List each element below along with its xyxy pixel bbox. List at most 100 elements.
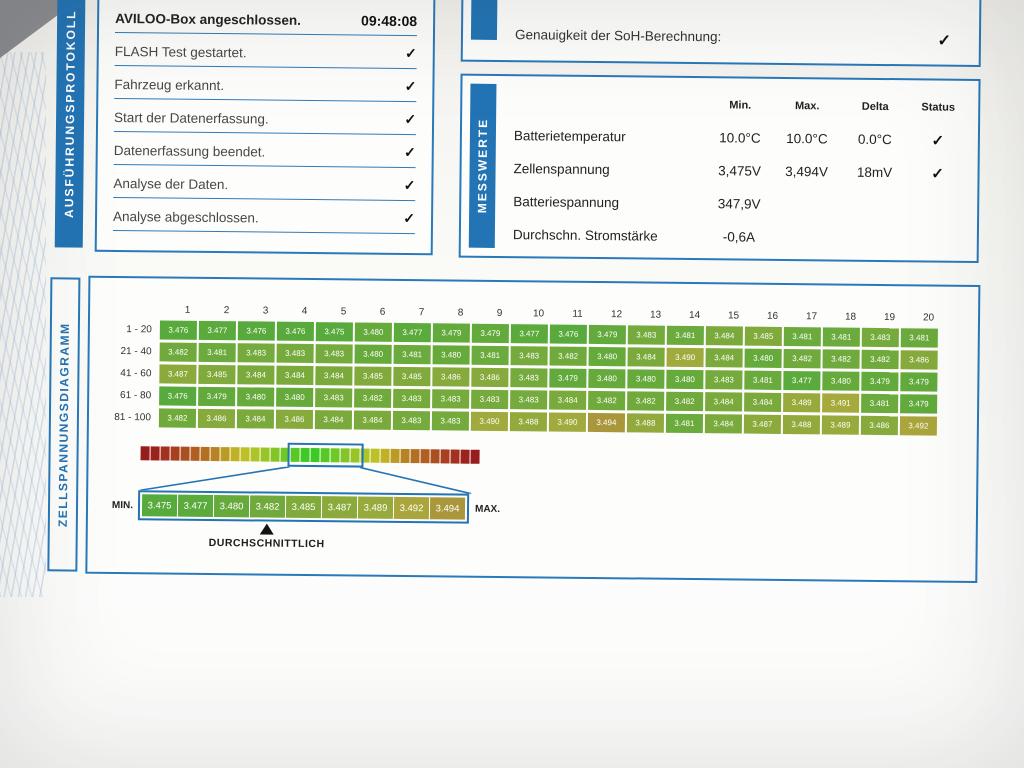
heatmap-column-header: 1 — [184, 304, 191, 316]
average-marker-icon — [259, 523, 274, 535]
heatmap-cell: 3.484 — [549, 390, 587, 410]
heatmap-cell: 3.479 — [549, 368, 587, 388]
heatmap-column-header: 10 — [532, 308, 545, 320]
heatmap-cell: 3.483 — [431, 411, 470, 431]
voltage-scale-cell: 3.477 — [177, 494, 214, 518]
voltage-scale-cells: 3.475 3.477 3.480 3.482 3.485 3.487 3.489 3.492… — [137, 490, 470, 524]
heatmap-cell: 3.488 — [626, 413, 665, 433]
heatmap-column-header: 14 — [688, 309, 701, 322]
heatmap-cell: 3.486 — [471, 367, 509, 388]
heatmap-cell: 3.484 — [744, 392, 782, 412]
execution-protocol-box: AVILOO-Box angeschlossen. 09:48:08 FLASH T… — [94, 0, 436, 256]
heatmap-row-label: 81 - 100 — [114, 411, 152, 424]
heatmap-cell: 3.483 — [393, 388, 431, 409]
heatmap-cell: 3.485 — [393, 366, 431, 387]
section-bar-zellspannungsdiagramm: ZELLSPANNUNGSDIAGRAMM — [47, 277, 81, 572]
messwerte-box: MESSWERTE Min. Max. Delta Status Batterietem… — [458, 73, 981, 264]
heatmap-column-header: 4 — [301, 305, 308, 317]
heatmap-cell: 3.475 — [315, 322, 353, 342]
color-scale-segment — [180, 446, 190, 461]
heatmap-column-header: 6 — [379, 306, 386, 318]
heatmap-cell: 3.476 — [276, 321, 314, 342]
heatmap-cell: 3.484 — [705, 348, 743, 368]
protocol-row: Datenerfassung beendet. ✓ — [113, 131, 416, 169]
heatmap-column-header: 17 — [805, 311, 818, 323]
messwerte-delta-value: 0.0°C — [857, 131, 892, 148]
messwerte-delta-value: 18mV — [856, 164, 893, 181]
check-icon: ✓ — [931, 165, 944, 183]
heatmap-cell: 3.480 — [276, 387, 314, 408]
heatmap-cell: 3.483 — [627, 325, 665, 345]
heatmap-cell: 3.484 — [353, 410, 392, 430]
color-scale-segment — [260, 447, 270, 462]
messwerte-min-value: -0,6A — [722, 229, 756, 245]
color-scale-segment — [470, 449, 480, 464]
heatmap-row-label: 61 - 80 — [119, 390, 152, 402]
messwerte-row-label: Batteriespannung — [513, 194, 620, 211]
check-icon: ✓ — [403, 176, 416, 194]
section-label-messwerte: MESSWERTE — [475, 118, 491, 214]
heatmap-cell: 3.480 — [744, 348, 782, 368]
heatmap-column-header: 16 — [766, 310, 779, 322]
heatmap-cell: 3.477 — [198, 320, 236, 341]
color-scale-segment — [380, 448, 390, 463]
messwerte-header: Status — [921, 100, 956, 114]
heatmap-cell: 3.481 — [198, 342, 236, 363]
heatmap-cell: 3.488 — [782, 414, 821, 435]
voltage-scale-cell: 3.494 — [429, 497, 466, 520]
heatmap-column-header: 15 — [727, 310, 740, 322]
heatmap-cell: 3.476 — [237, 321, 275, 341]
heatmap-cell: 3.476 — [159, 320, 197, 340]
heatmap-cell: 3.476 — [159, 386, 197, 406]
heatmap-row-label: 1 - 20 — [126, 324, 152, 336]
cell-voltage-diagram-box: 1 2 3 4 5 6 7 8 9 10 11 12 13 14 15 16 17 18 19 20 1 - 20 3.… — [85, 275, 981, 584]
voltage-scale-cell: 3.482 — [249, 495, 286, 518]
heatmap-cell: 3.477 — [393, 322, 431, 343]
heatmap-cell: 3.477 — [510, 324, 548, 344]
heatmap-cell: 3.480 — [588, 346, 626, 367]
heatmap-cell: 3.486 — [900, 350, 938, 370]
heatmap-column-header: 9 — [496, 307, 503, 320]
heatmap-row-label: 41 - 60 — [120, 368, 152, 380]
color-scale-segment — [390, 448, 400, 463]
heatmap-cell: 3.490 — [548, 412, 587, 432]
heatmap-column-header: 19 — [883, 312, 896, 324]
color-scale-segment — [170, 446, 180, 461]
heatmap-row-label: 21 - 40 — [120, 346, 152, 358]
heatmap-cell: 3.481 — [471, 345, 509, 366]
heatmap-cell: 3.480 — [354, 322, 392, 342]
heatmap-cell: 3.484 — [236, 409, 275, 429]
heatmap-cell: 3.480 — [237, 387, 275, 407]
messwerte-table: Min. Max. Delta Status Batterietemperatur 10.… — [513, 86, 967, 256]
heatmap-cell: 3.479 — [900, 372, 938, 392]
heatmap-cell: 3.486 — [197, 408, 236, 429]
heatmap-cell: 3.491 — [822, 393, 860, 413]
color-scale-segment — [140, 446, 150, 461]
messwerte-min-value: 10.0°C — [719, 130, 761, 146]
heatmap-cell: 3.481 — [393, 344, 431, 365]
heatmap-cell: 3.479 — [198, 386, 236, 407]
heatmap-cell: 3.481 — [900, 328, 938, 348]
protocol-row-list: AVILOO-Box angeschlossen. 09:48:08 FLASH T… — [112, 0, 418, 235]
color-scale-segment — [190, 446, 200, 461]
heatmap-cell: 3.485 — [354, 366, 392, 386]
protocol-step-time: 09:48:08 — [360, 12, 418, 30]
protocol-row: Analyse abgeschlossen. ✓ — [112, 197, 416, 235]
heatmap-cell: 3.482 — [588, 390, 626, 411]
heatmap-column-header: 3 — [262, 305, 269, 317]
heatmap-cell: 3.483 — [471, 389, 509, 410]
heatmap-column-header: 5 — [340, 306, 347, 318]
color-scale-segment — [270, 447, 280, 462]
color-scale-segment — [150, 446, 160, 461]
section-label-zellspannungsdiagramm: ZELLSPANNUNGSDIAGRAMM — [55, 322, 72, 527]
protocol-row: Start der Datenerfassung. ✓ — [113, 98, 417, 136]
messwerte-max-value — [773, 204, 839, 205]
heatmap-cell: 3.481 — [783, 326, 821, 347]
heatmap-cell: 3.482 — [159, 342, 197, 362]
heatmap-cell: 3.484 — [705, 392, 743, 412]
heatmap-column-header: 20 — [922, 312, 935, 324]
messwerte-row-label: Zellenspannung — [513, 161, 610, 178]
protocol-row: AVILOO-Box angeschlossen. 09:48:08 — [114, 0, 418, 37]
heatmap-cell: 3.479 — [900, 394, 938, 414]
